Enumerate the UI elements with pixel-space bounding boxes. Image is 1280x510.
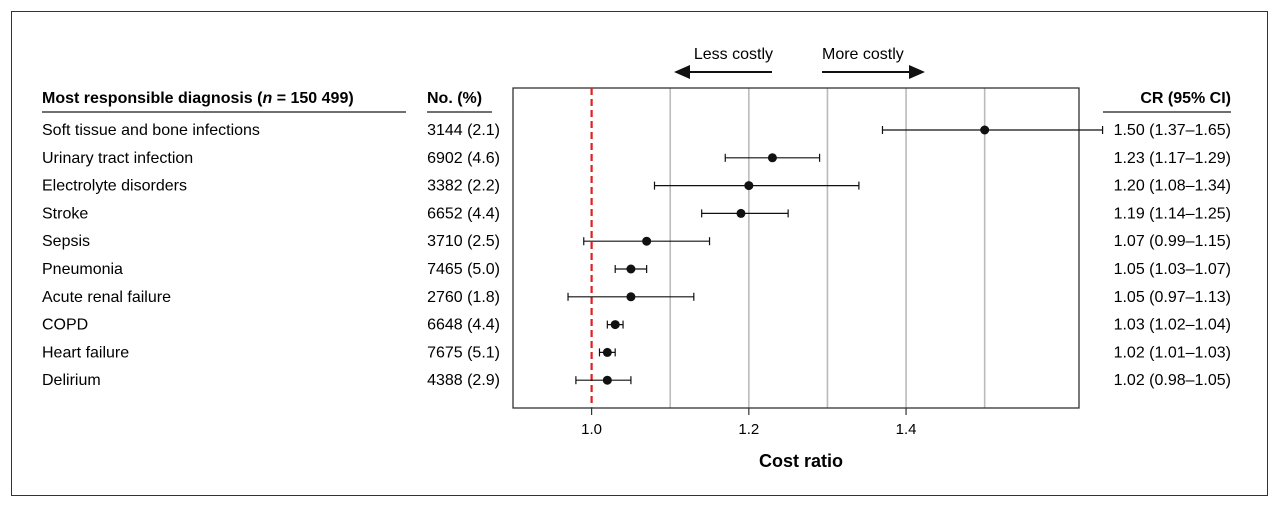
ci-label: 1.05 (1.03–1.07) [1114,261,1231,278]
count-label: 3710 (2.5) [427,233,500,250]
forest-row: Pneumonia 7465 (5.0) 1.05 (1.03–1.07) [42,261,1231,278]
forest-row: Electrolyte disorders 3382 (2.2) 1.20 (1.0… [42,178,1231,195]
forest-row: Heart failure 7675 (5.1) 1.02 (1.01–1.03) [42,344,1231,361]
forest-row: Soft tissue and bone infections 3144 (2.1… [42,122,1231,139]
ci-label: 1.02 (0.98–1.05) [1114,372,1231,389]
diagnosis-label: Soft tissue and bone infections [42,122,260,139]
diagnosis-label: Stroke [42,205,88,222]
diagnosis-header: Most responsible diagnosis (n = 150 499) [42,90,354,107]
diagnosis-label: Sepsis [42,233,90,250]
forest-row: Acute renal failure 2760 (1.8) 1.05 (0.97–… [42,289,1231,306]
diagnosis-label: Heart failure [42,344,129,361]
count-header: No. (%) [427,90,482,107]
forest-row: Stroke 6652 (4.4) 1.19 (1.14–1.25) [42,205,1231,222]
ci-label: 1.02 (1.01–1.03) [1114,344,1231,361]
ci-header: CR (95% CI) [1140,90,1231,107]
forest-row: Sepsis 3710 (2.5) 1.07 (0.99–1.15) [42,233,1231,250]
count-label: 3144 (2.1) [427,122,500,139]
ci-label: 1.05 (0.97–1.13) [1114,289,1231,306]
ci-label: 1.20 (1.08–1.34) [1114,178,1231,195]
x-tick-label-2: 1.4 [896,421,917,438]
ci-label: 1.07 (0.99–1.15) [1114,233,1231,250]
point-estimate [626,264,636,274]
diagnosis-label: Delirium [42,372,101,389]
point-estimate [736,208,746,218]
ci-label: 1.19 (1.14–1.25) [1114,205,1231,222]
point-estimate [767,153,777,163]
ci-label: 1.23 (1.17–1.29) [1114,150,1231,167]
count-label: 7465 (5.0) [427,261,500,278]
count-label: 7675 (5.1) [427,344,500,361]
forest-row: COPD 6648 (4.4) 1.03 (1.02–1.04) [42,317,1231,334]
forest-row: Urinary tract infection 6902 (4.6) 1.23 (1… [42,150,1231,167]
point-estimate [610,320,620,330]
ci-label: 1.50 (1.37–1.65) [1114,122,1231,139]
forest-rows: Soft tissue and bone infections 3144 (2.1… [42,122,1231,389]
plot-frame [512,87,1080,409]
point-estimate [626,292,636,302]
count-label: 4388 (2.9) [427,372,500,389]
x-tick-label-1: 1.2 [738,421,759,438]
point-estimate [744,181,754,191]
more-costly-arrow [822,65,925,79]
diagnosis-label: Urinary tract infection [42,150,193,167]
x-axis: 1.0 1.2 1.4 [581,408,916,438]
count-label: 2760 (1.8) [427,289,500,306]
count-label: 6648 (4.4) [427,317,500,334]
diagnosis-label: Acute renal failure [42,289,171,306]
x-tick-label-0: 1.0 [581,421,602,438]
diagnosis-label: Pneumonia [42,261,123,278]
count-label: 6902 (4.6) [427,150,500,167]
gridlines [669,88,986,408]
more-costly-label: More costly [822,46,904,63]
ci-label: 1.03 (1.02–1.04) [1114,317,1231,334]
count-label: 3382 (2.2) [427,178,500,195]
count-label: 6652 (4.4) [427,205,500,222]
point-estimate [980,125,990,135]
point-estimate [642,236,652,246]
point-estimate [602,375,612,385]
diagnosis-label: COPD [42,317,88,334]
point-estimate [602,347,612,357]
forest-row: Delirium 4388 (2.9) 1.02 (0.98–1.05) [42,372,1231,389]
forest-plot-figure [11,11,1268,496]
less-costly-arrow [674,65,772,79]
diagnosis-label: Electrolyte disorders [42,178,187,195]
less-costly-label: Less costly [694,46,773,63]
x-axis-label: Cost ratio [759,451,843,471]
